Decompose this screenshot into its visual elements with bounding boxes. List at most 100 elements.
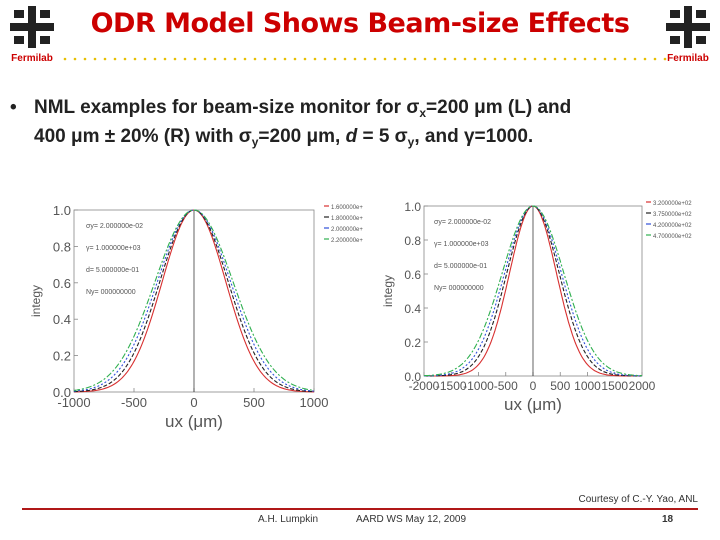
y-tick-label: 1.0 (404, 200, 421, 214)
bullet-line2-sub1: y (251, 135, 259, 149)
rule-dot (523, 57, 527, 61)
rule-dot (273, 57, 277, 61)
legend-entry: 2.000000e+ (324, 227, 363, 233)
rule-dot (353, 57, 357, 61)
x-tick-label: -500 (121, 395, 147, 410)
x-tick-label: 0 (530, 379, 537, 393)
y-tick-label: 0.0 (404, 370, 421, 384)
rule-dot (333, 57, 337, 61)
legend-label: 2.000000e+ (331, 227, 363, 233)
rule-dot (373, 57, 377, 61)
parameter-annotation: Ny= 000000000 (434, 285, 484, 292)
rule-dot (213, 57, 217, 61)
rule-dot (133, 57, 137, 61)
rule-dot (413, 57, 417, 61)
parameter-annotation: γ= 1.000000e+03 (434, 241, 489, 248)
rule-dot (263, 57, 267, 61)
bullet-line2-c: = 5 σ (357, 126, 408, 147)
rule-dot (153, 57, 157, 61)
x-tick-label: -1000 (57, 395, 90, 410)
rule-dot (503, 57, 507, 61)
x-tick-label: 1000 (300, 395, 329, 410)
fermilab-emblem-icon (10, 6, 54, 48)
fermilab-logo-right: Fermilab (660, 4, 716, 64)
series-line (73, 209, 315, 391)
rule-dot (313, 57, 317, 61)
rule-dot (193, 57, 197, 61)
rule-dot (583, 57, 587, 61)
legend-entry: 2.200000e+ (324, 238, 363, 244)
y-axis-label: integy (381, 275, 395, 307)
rule-dot (493, 57, 497, 61)
x-tick-label: -1500 (436, 379, 467, 393)
rule-dot (533, 57, 537, 61)
rule-dot (663, 57, 667, 61)
bullet-line1-sub: x (419, 106, 427, 120)
bullet-dot: • (10, 97, 17, 118)
x-tick-label: 500 (550, 379, 570, 393)
rule-dot (483, 57, 487, 61)
rule-dot (423, 57, 427, 61)
legend-label: 4.700000e+02 (653, 234, 692, 240)
x-tick-label: -2000 (409, 379, 440, 393)
bullet-line1-b: =200 μm (L) and (426, 97, 572, 118)
rule-dot (343, 57, 347, 61)
legend-label: 1.800000e+ (331, 216, 363, 222)
rule-dot (513, 57, 517, 61)
x-axis-label: ux (μm) (165, 412, 223, 431)
rule-dot (183, 57, 187, 61)
y-tick-label: 0.2 (404, 336, 421, 350)
rule-dot (623, 57, 627, 61)
rule-dot (83, 57, 87, 61)
rule-dot (103, 57, 107, 61)
legend-entry: 1.600000e+ (324, 205, 363, 211)
rule-dot (573, 57, 577, 61)
right-chart: 0.0 0.2 0.4 0.6 0.8 1.0 -2000-1500-1000 -500 0 50… (370, 182, 700, 432)
legend-label: 4.200000e+02 (653, 223, 692, 229)
x-tick-label: 1500 (601, 379, 628, 393)
y-tick-label: 0.4 (53, 312, 71, 327)
y-tick-label: 0.2 (53, 349, 71, 364)
rule-dot (73, 57, 77, 61)
rule-dot (163, 57, 167, 61)
x-tick-label: 1000 (574, 379, 601, 393)
rule-dot (123, 57, 127, 61)
rule-dot (323, 57, 327, 61)
rule-dot (653, 57, 657, 61)
x-tick-label: -1000 (463, 379, 494, 393)
bullet-line2-e: , and γ=1000. (414, 126, 534, 147)
parameter-annotation: σy= 2.000000e-02 (86, 223, 143, 230)
bullet-line2-a: 400 μm ± 20% (R) with σ (34, 126, 252, 147)
y-tick-label: 0.8 (53, 239, 71, 254)
rule-dot (233, 57, 237, 61)
legend-entry: 4.700000e+02 (646, 234, 692, 240)
fermilab-logo-left: Fermilab (4, 4, 60, 64)
rule-dot (63, 57, 67, 61)
footer-event: AARD WS May 12, 2009 (356, 514, 467, 525)
bullet-line2-d: d (345, 126, 358, 147)
footer-rule (22, 508, 698, 510)
footer-author: A.H. Lumpkin (258, 514, 319, 525)
y-tick-label: 0.4 (404, 302, 421, 316)
rule-dot (473, 57, 477, 61)
legend-entry: 1.800000e+ (324, 216, 363, 222)
rule-dot (603, 57, 607, 61)
legend-entry: 4.200000e+02 (646, 223, 692, 229)
rule-dot (363, 57, 367, 61)
rule-dot (453, 57, 457, 61)
rule-dot (303, 57, 307, 61)
parameter-annotation: d= 5.000000e-01 (86, 267, 139, 274)
legend-entry: 3.200000e+02 (646, 201, 692, 207)
rule-dot (173, 57, 177, 61)
x-tick-label: -500 (494, 379, 518, 393)
legend-label: 3.200000e+02 (653, 201, 692, 207)
series-line (73, 209, 315, 392)
title-dot-rule (63, 57, 667, 61)
y-tick-label: 0.6 (404, 268, 421, 282)
legend-entry: 3.750000e+02 (646, 212, 692, 218)
rule-dot (463, 57, 467, 61)
rule-dot (243, 57, 247, 61)
legend-label: 3.750000e+02 (653, 212, 692, 218)
y-tick-label: 1.0 (53, 203, 71, 218)
parameter-annotation: σy= 2.000000e-02 (434, 219, 491, 226)
